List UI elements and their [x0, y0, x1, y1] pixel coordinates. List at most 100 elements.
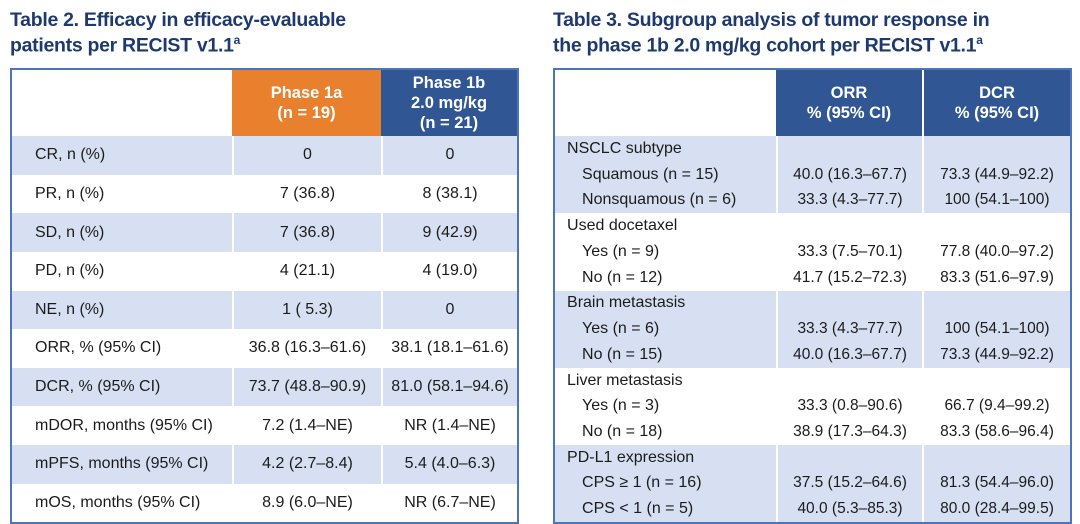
- table-row: PR, n (%) 7 (36.8) 8 (38.1): [12, 174, 517, 214]
- table-row: Nonsquamous (n = 6) 33.3 (4.3–77.7) 100 …: [555, 187, 1070, 214]
- table-row: SD, n (%) 7 (36.8) 9 (42.9): [12, 213, 518, 252]
- table-row: PD, n (%) 4 (21.1) 4 (19.0): [12, 251, 517, 291]
- table-row: No (n = 12) 41.7 (15.2–72.3) 83.3 (51.6–…: [555, 264, 1070, 291]
- table2-col-header-phase1a: Phase 1a (n = 19): [232, 70, 381, 137]
- cell-orr: 40.0 (16.3–67.7): [776, 161, 922, 188]
- row-label: mDOR, months (95% CI): [35, 416, 213, 434]
- cell-phase1b: NR (6.7–NE): [381, 483, 517, 523]
- table2: Phase 1a (n = 19) Phase 1b 2.0 mg/kg (n …: [10, 68, 520, 524]
- cell-dcr: 66.7 (9.4–99.2): [922, 393, 1070, 420]
- cell-dcr: 73.3 (44.9–92.2): [922, 341, 1070, 368]
- cell-phase1a: 7 (36.8): [232, 174, 381, 214]
- cell-dcr: 73.3 (44.9–92.2): [922, 161, 1070, 188]
- table-row: No (n = 15) 40.0 (16.3–67.7) 73.3 (44.9–…: [555, 341, 1070, 368]
- row-label: DCR, % (95% CI): [35, 378, 161, 396]
- table3-header-row: ORR % (95% CI) DCR % (95% CI): [555, 70, 1070, 137]
- cell-orr-empty: [776, 444, 922, 471]
- table3-title: Table 3. Subgroup analysis of tumor resp…: [553, 8, 1072, 59]
- row-label: ORR, % (95% CI): [35, 339, 162, 357]
- group-header-row: Brain metastasis: [555, 290, 1070, 317]
- cell-phase1a: 4.2 (2.7–8.4): [232, 444, 381, 484]
- group-label: PD-L1 expression: [567, 448, 695, 466]
- cell-orr: 38.9 (17.3–64.3): [776, 419, 922, 445]
- row-label: No (n = 18): [582, 422, 663, 440]
- row-label: CR, n (%): [35, 146, 106, 164]
- cell-phase1b: 5.4 (4.0–6.3): [381, 444, 517, 484]
- table3-col-header-orr: ORR % (95% CI): [776, 70, 923, 137]
- table-row: Squamous (n = 15) 40.0 (16.3–67.7) 73.3 …: [555, 161, 1070, 188]
- row-label: SD, n (%): [35, 223, 105, 241]
- cell-phase1b: 0: [381, 290, 517, 330]
- cell-dcr: 77.8 (40.0–97.2): [922, 239, 1070, 265]
- row-label: Yes (n = 3): [582, 397, 660, 415]
- table-row: Yes (n = 3) 33.3 (0.8–90.6) 66.7 (9.4–99…: [555, 393, 1070, 420]
- cell-phase1a: 8.9 (6.0–NE): [232, 483, 381, 523]
- cell-dcr-empty: [922, 444, 1070, 471]
- table2-title-footnote-marker: a: [233, 33, 241, 48]
- cell-orr: 40.0 (5.3–85.3): [776, 496, 922, 522]
- cell-phase1a: 7 (36.8): [232, 213, 381, 252]
- cell-phase1a: 0: [232, 136, 381, 175]
- table-row: NE, n (%) 1 ( 5.3) 0: [12, 290, 518, 330]
- table-row: DCR, % (95% CI) 73.7 (48.8–90.9) 81.0 (5…: [12, 367, 518, 407]
- cell-dcr: 100 (54.1–100): [922, 187, 1070, 214]
- cell-dcr: 100 (54.1–100): [922, 316, 1070, 342]
- table2-header-row: Phase 1a (n = 19) Phase 1b 2.0 mg/kg (n …: [12, 70, 518, 137]
- cell-dcr-empty: [922, 290, 1070, 317]
- cell-dcr: 83.3 (51.6–97.9): [922, 264, 1070, 291]
- row-label: mOS, months (95% CI): [35, 493, 201, 511]
- cell-orr: 33.3 (7.5–70.1): [776, 239, 922, 265]
- table3-corner-cell: [555, 70, 777, 137]
- cell-phase1a: 73.7 (48.8–90.9): [232, 367, 381, 407]
- cell-phase1b: 8 (38.1): [381, 174, 517, 214]
- cell-phase1a: 1 ( 5.3): [232, 290, 381, 330]
- table2-panel: Table 2. Efficacy in efficacy-evaluable …: [10, 6, 520, 524]
- cell-orr-empty: [776, 290, 922, 317]
- table2-col-header-phase1b: Phase 1b 2.0 mg/kg (n = 21): [381, 70, 518, 137]
- cell-orr-empty: [776, 213, 922, 240]
- group-header-row: Liver metastasis: [555, 367, 1070, 394]
- cell-phase1a: 7.2 (1.4–NE): [232, 406, 381, 445]
- table-row: mDOR, months (95% CI) 7.2 (1.4–NE) NR (1…: [12, 406, 517, 445]
- cell-dcr: 80.0 (28.4–99.5): [922, 496, 1070, 522]
- cell-orr: 33.3 (4.3–77.7): [776, 316, 922, 342]
- cell-orr: 37.5 (15.2–64.6): [776, 470, 922, 497]
- table-row: CPS < 1 (n = 5) 40.0 (5.3–85.3) 80.0 (28…: [555, 496, 1070, 522]
- table3: ORR % (95% CI) DCR % (95% CI) NSCLC subt…: [553, 68, 1072, 524]
- cell-dcr-empty: [922, 367, 1070, 394]
- cell-phase1a: 36.8 (16.3–61.6): [232, 329, 381, 368]
- table3-title-footnote-marker: a: [976, 33, 983, 48]
- table-row: Yes (n = 9) 33.3 (7.5–70.1) 77.8 (40.0–9…: [555, 239, 1070, 265]
- row-label: No (n = 12): [582, 268, 663, 286]
- row-label: PD, n (%): [35, 262, 105, 280]
- row-label: Squamous (n = 15): [582, 165, 719, 183]
- group-label: Used docetaxel: [567, 217, 678, 235]
- cell-dcr-empty: [922, 213, 1070, 240]
- cell-phase1a: 4 (21.1): [232, 251, 381, 291]
- cell-orr: 33.3 (0.8–90.6): [776, 393, 922, 420]
- row-label: Yes (n = 9): [582, 242, 660, 260]
- table-row: ORR, % (95% CI) 36.8 (16.3–61.6) 38.1 (1…: [12, 329, 517, 368]
- cell-phase1b: 4 (19.0): [381, 251, 517, 291]
- table3-col-header-dcr: DCR % (95% CI): [922, 70, 1070, 137]
- row-label: Nonsquamous (n = 6): [582, 191, 737, 209]
- table2-title-text: Table 2. Efficacy in efficacy-evaluable …: [10, 9, 346, 57]
- cell-dcr: 83.3 (58.6–96.4): [922, 419, 1070, 445]
- cell-orr: 40.0 (16.3–67.7): [776, 341, 922, 368]
- row-label: NE, n (%): [35, 300, 105, 318]
- cell-phase1b: 9 (42.9): [381, 213, 517, 252]
- table3-title-text: Table 3. Subgroup analysis of tumor resp…: [553, 9, 990, 57]
- table-row: Yes (n = 6) 33.3 (4.3–77.7) 100 (54.1–10…: [555, 316, 1070, 342]
- cell-dcr-empty: [922, 136, 1070, 162]
- cell-phase1b: 38.1 (18.1–61.6): [381, 329, 517, 368]
- cell-orr-empty: [776, 367, 922, 394]
- table2-corner-cell: [12, 70, 232, 137]
- cell-phase1b: NR (1.4–NE): [381, 406, 517, 445]
- table-row: No (n = 18) 38.9 (17.3–64.3) 83.3 (58.6–…: [555, 419, 1070, 445]
- cell-phase1b: 0: [381, 136, 517, 175]
- group-header-row: PD-L1 expression: [555, 444, 1070, 471]
- group-header-row: NSCLC subtype: [555, 136, 1070, 162]
- row-label: PR, n (%): [35, 185, 105, 203]
- table3-panel: Table 3. Subgroup analysis of tumor resp…: [553, 6, 1072, 524]
- cell-orr-empty: [776, 136, 922, 162]
